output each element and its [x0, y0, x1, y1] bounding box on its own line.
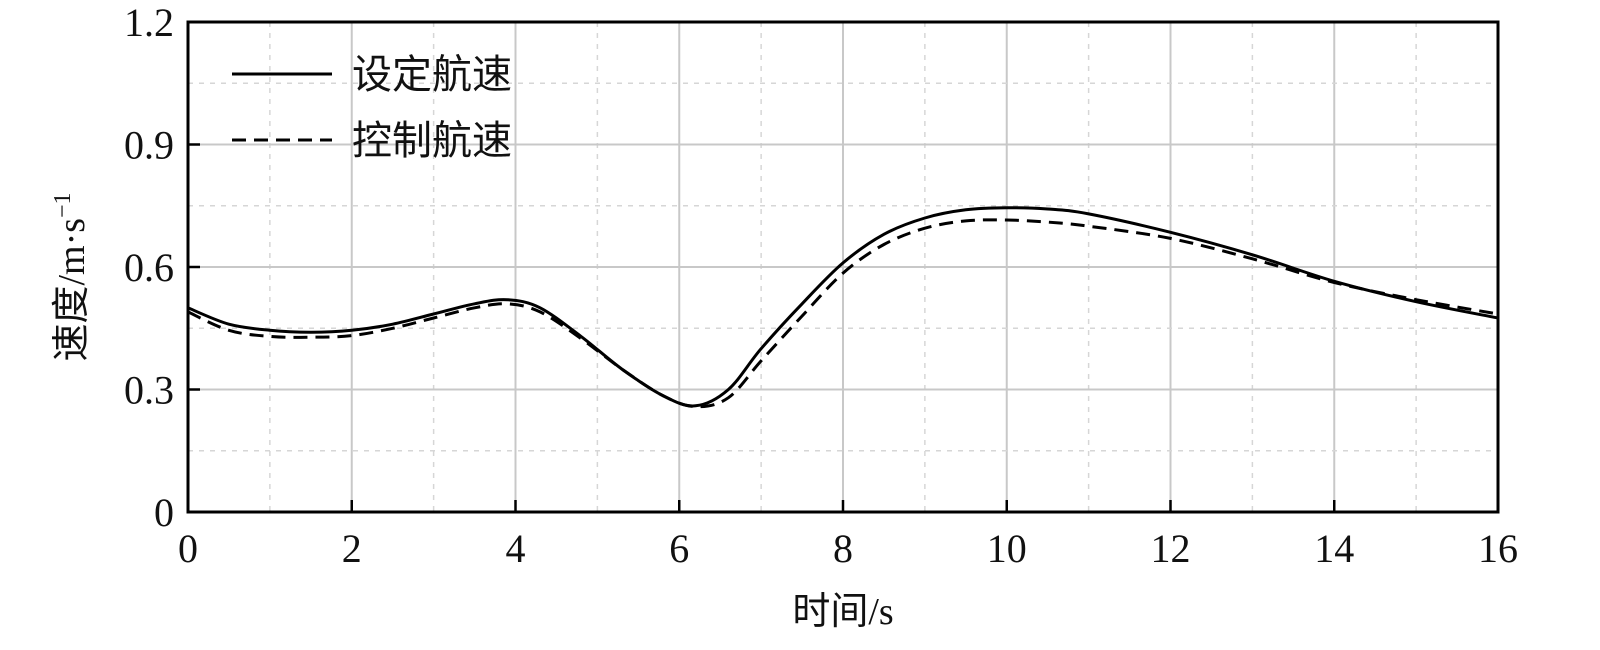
y-tick-label: 0 [154, 490, 174, 535]
y-tick-label: 0.3 [124, 368, 174, 413]
x-tick-label: 4 [506, 526, 526, 571]
x-tick-label: 2 [342, 526, 362, 571]
grid [188, 22, 1498, 512]
series-line-2 [187, 218, 1499, 409]
series-line-1 [187, 206, 1499, 408]
x-tick-label: 16 [1478, 526, 1518, 571]
x-tick-label: 8 [833, 526, 853, 571]
axis-ticks: 0 2 4 6 8 10 12 14 16 0 0.3 0.6 0.9 1.2 [124, 0, 1518, 571]
legend-label: 设定航速 [352, 52, 512, 97]
legend-label: 控制航速 [352, 118, 512, 163]
y-axis-title-main: 速度/m·s [51, 218, 93, 362]
y-axis-title-sup: −1 [50, 192, 76, 218]
x-axis-title: 时间/s [792, 591, 893, 633]
y-tick-label: 0.6 [124, 245, 174, 290]
y-tick-label: 0.9 [124, 123, 174, 168]
x-tick-label: 14 [1314, 526, 1354, 571]
series-group [187, 206, 1499, 409]
x-tick-label: 0 [178, 526, 198, 571]
x-tick-label: 12 [1151, 526, 1191, 571]
x-tick-label: 10 [987, 526, 1027, 571]
x-tick-label: 6 [669, 526, 689, 571]
y-tick-label: 1.2 [124, 0, 174, 45]
y-axis-title: 速度/m·s−1 [50, 192, 93, 361]
